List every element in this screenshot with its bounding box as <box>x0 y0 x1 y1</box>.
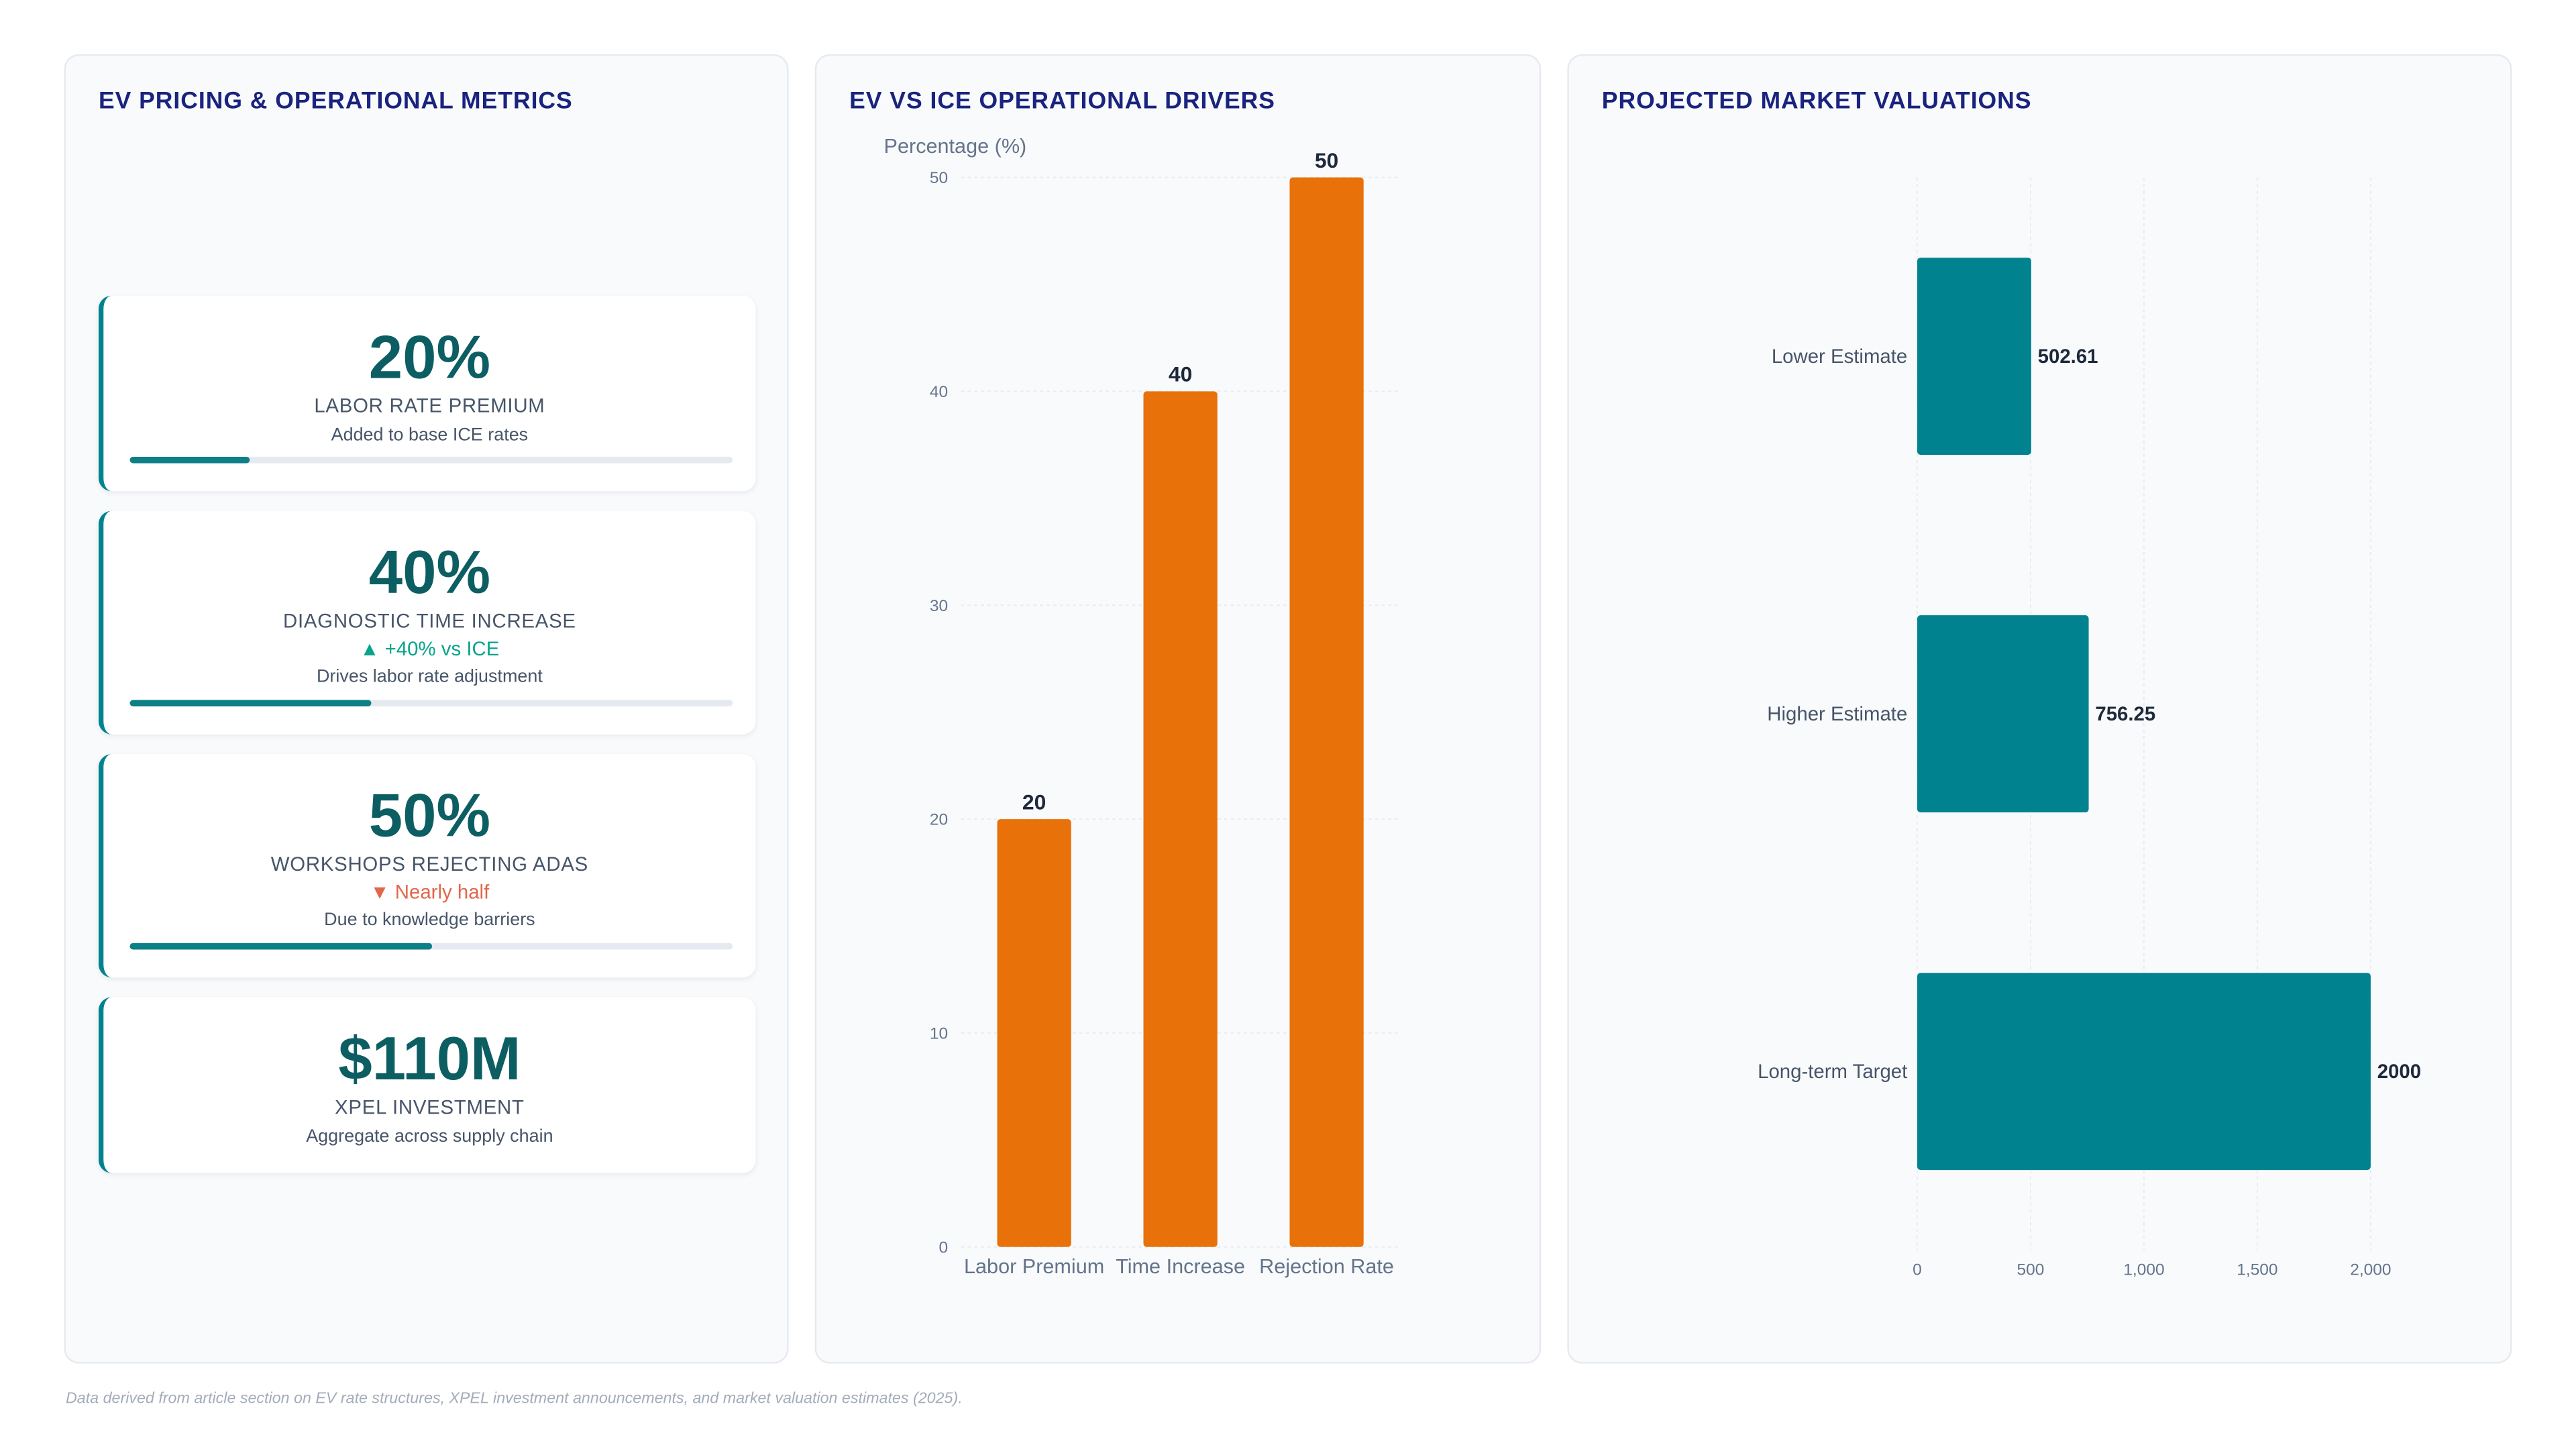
kpi-card-xpel-investment: $110M XPEL INVESTMENT Aggregate across s… <box>98 997 756 1173</box>
valuations-x-axis: 0 500 1,000 1,500 2,000 <box>1913 1260 2391 1279</box>
valuations-bar <box>1917 973 2371 1171</box>
kpi-subtext: Due to knowledge barriers <box>324 910 535 930</box>
valuations-bars: 502.61 Lower Estimate 756.25 Higher Estimat… <box>1758 258 2421 1171</box>
valuations-panel: PROJECTED MARKET VALUATIONS 502.61 Lower … <box>1567 54 2512 1364</box>
kpi-value: 20% <box>368 323 491 391</box>
valuations-data-label: 2000 <box>2377 1061 2421 1083</box>
kpi-progress-fill <box>129 456 251 464</box>
valuations-x-tick-label: 2,000 <box>2350 1260 2391 1279</box>
kpi-progress-fill <box>129 700 371 707</box>
kpi-progress-track <box>129 456 733 464</box>
drivers-bar <box>997 819 1071 1247</box>
drivers-data-label: 50 <box>1315 148 1338 172</box>
drivers-y-axis-label: Percentage (%) <box>884 135 1027 158</box>
valuations-category-label: Lower Estimate <box>1772 345 1907 368</box>
drivers-y-tick-label: 40 <box>930 383 948 401</box>
kpi-subtext: Aggregate across supply chain <box>306 1127 553 1147</box>
drivers-y-axis: 0 10 20 30 40 50 <box>930 169 948 1256</box>
valuations-data-label: 502.61 <box>2038 345 2098 368</box>
kpi-subtext: Added to base ICE rates <box>331 425 529 445</box>
drivers-data-label: 40 <box>1169 362 1192 386</box>
drivers-y-tick-label: 50 <box>930 169 948 187</box>
kpi-trend-down: ▼ Nearly half <box>370 880 490 904</box>
drivers-bar-chart: 0 10 20 30 40 50 Percentage (%) 20 40 50 Labor … <box>884 135 1400 1278</box>
kpi-label: XPEL INVESTMENT <box>335 1095 525 1119</box>
valuations-bar-chart: 502.61 Lower Estimate 756.25 Higher Estimat… <box>1758 177 2421 1279</box>
kpi-card-labor-rate: 20% LABOR RATE PREMIUM Added to base ICE… <box>98 295 756 492</box>
drivers-bar <box>1289 177 1364 1247</box>
drivers-y-tick-label: 0 <box>938 1238 948 1256</box>
drivers-bars: 20 40 50 <box>997 148 1364 1247</box>
kpi-card-adas-rejection: 50% WORKSHOPS REJECTING ADAS ▼ Nearly ha… <box>98 754 756 978</box>
valuations-category-label: Long-term Target <box>1758 1061 1907 1083</box>
metrics-panel-title: EV PRICING & OPERATIONAL METRICS <box>98 89 573 115</box>
drivers-y-tick-label: 30 <box>930 597 948 615</box>
valuations-bar <box>1917 615 2089 813</box>
drivers-x-tick-label: Labor Premium <box>964 1255 1104 1278</box>
drivers-y-tick-label: 20 <box>930 811 948 829</box>
kpi-progress-fill <box>129 943 431 950</box>
kpi-subtext: Drives labor rate adjustment <box>316 667 543 687</box>
kpi-value: 40% <box>368 539 491 606</box>
kpi-value: 50% <box>368 782 491 850</box>
drivers-x-tick-label: Rejection Rate <box>1259 1255 1394 1278</box>
drivers-y-tick-label: 10 <box>930 1025 948 1043</box>
valuations-x-tick-label: 1,000 <box>2123 1260 2164 1279</box>
kpi-card-diagnostic-time: 40% DIAGNOSTIC TIME INCREASE ▲ +40% vs I… <box>98 511 756 735</box>
valuations-x-tick-label: 0 <box>1913 1260 1922 1279</box>
drivers-panel-title: EV VS ICE OPERATIONAL DRIVERS <box>849 89 1275 115</box>
valuations-x-tick-label: 500 <box>2017 1260 2045 1279</box>
kpi-label: WORKSHOPS REJECTING ADAS <box>270 853 589 876</box>
drivers-bar <box>1143 391 1218 1247</box>
valuations-x-tick-label: 1,500 <box>2237 1260 2277 1279</box>
drivers-data-label: 20 <box>1022 790 1046 814</box>
metrics-panel: EV PRICING & OPERATIONAL METRICS 20% LAB… <box>64 54 789 1364</box>
valuations-category-label: Higher Estimate <box>1767 703 1907 725</box>
kpi-trend-up: ▲ +40% vs ICE <box>360 637 500 661</box>
kpi-label: DIAGNOSTIC TIME INCREASE <box>283 609 576 633</box>
kpi-progress-track <box>129 943 733 950</box>
kpi-value: $110M <box>338 1025 521 1093</box>
valuations-panel-title: PROJECTED MARKET VALUATIONS <box>1601 89 2032 115</box>
drivers-x-axis: Labor Premium Time Increase Rejection Rate <box>964 1255 1394 1278</box>
kpi-label: LABOR RATE PREMIUM <box>314 394 545 418</box>
drivers-panel: EV VS ICE OPERATIONAL DRIVERS 0 10 20 30 40 5… <box>814 54 1542 1364</box>
valuations-bar <box>1917 258 2031 455</box>
footnote: Data derived from article section on EV … <box>65 1389 963 1408</box>
valuations-data-label: 756.25 <box>2095 703 2155 725</box>
drivers-x-tick-label: Time Increase <box>1116 1255 1245 1278</box>
kpi-progress-track <box>129 700 733 707</box>
